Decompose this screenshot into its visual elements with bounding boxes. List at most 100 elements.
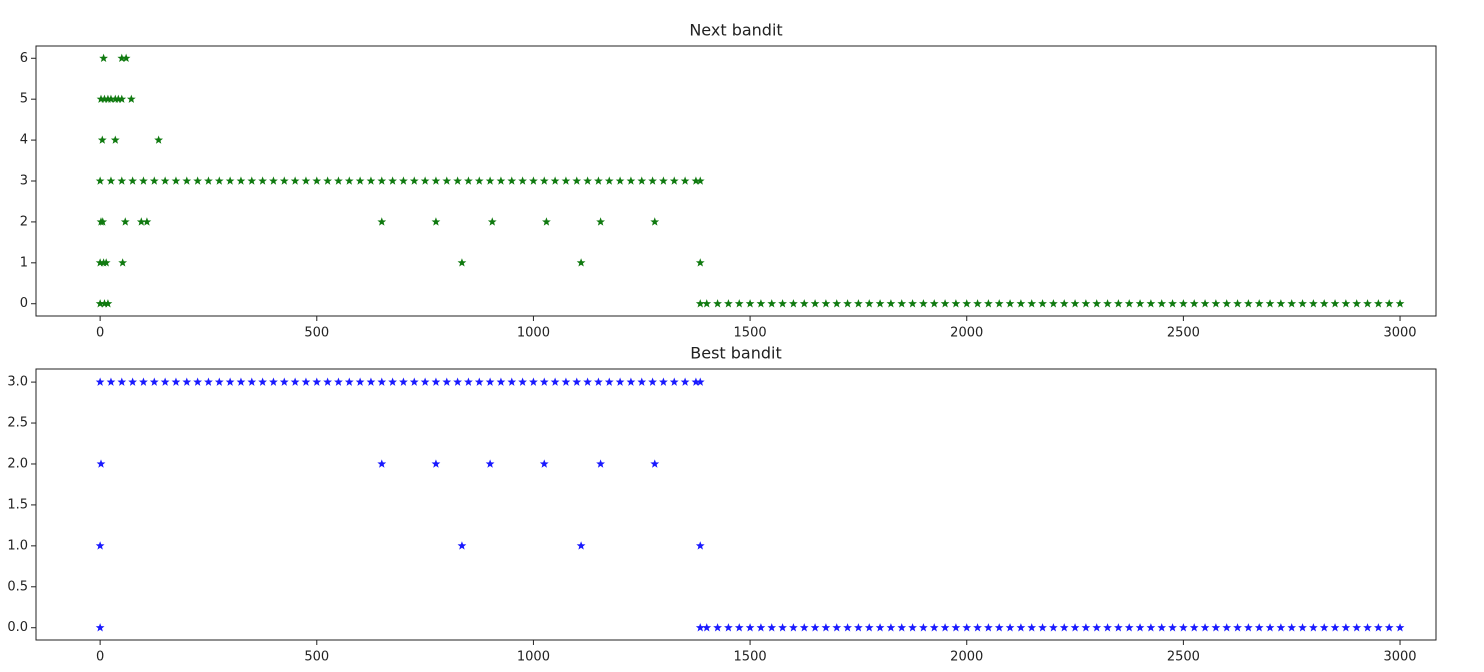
star-point — [1146, 623, 1156, 632]
star-point — [745, 299, 755, 308]
star-point — [1395, 623, 1405, 632]
star-point — [767, 299, 777, 308]
star-point — [366, 176, 376, 185]
star-point — [269, 377, 278, 386]
star-point — [1233, 623, 1242, 632]
star-point — [149, 377, 159, 386]
star-point — [1233, 299, 1242, 308]
star-point — [377, 176, 387, 185]
star-point — [139, 176, 148, 185]
star-point — [485, 377, 495, 386]
star-point — [96, 94, 106, 103]
star-point — [1179, 299, 1188, 308]
y-tick-label: 1 — [20, 255, 28, 270]
star-point — [734, 623, 744, 632]
star-point — [1189, 299, 1199, 308]
star-point — [117, 176, 127, 185]
star-point — [1081, 299, 1091, 308]
star-point — [702, 299, 712, 308]
star-point — [301, 176, 311, 185]
y-tick-label: 1.5 — [7, 497, 28, 512]
star-point — [1374, 299, 1383, 308]
star-point — [1070, 299, 1080, 308]
star-point — [940, 623, 950, 632]
star-point — [984, 299, 993, 308]
star-point — [154, 135, 163, 144]
star-point — [799, 623, 809, 632]
star-point — [695, 623, 705, 632]
star-point — [457, 541, 467, 550]
star-point — [1200, 623, 1210, 632]
star-point — [550, 176, 560, 185]
x-tick-label: 3000 — [1383, 650, 1416, 665]
star-point — [464, 377, 473, 386]
star-point — [897, 299, 907, 308]
star-point — [854, 299, 863, 308]
star-point — [344, 377, 354, 386]
star-point — [539, 459, 549, 468]
star-point — [409, 176, 419, 185]
x-tick-label: 500 — [304, 326, 329, 341]
star-point — [1363, 299, 1372, 308]
star-point — [691, 377, 701, 386]
star-point — [204, 176, 213, 185]
y-tick-label: 0 — [20, 296, 28, 311]
star-point — [680, 377, 690, 386]
star-point — [323, 176, 332, 185]
star-point — [539, 176, 549, 185]
star-point — [843, 623, 852, 632]
star-point — [485, 176, 495, 185]
star-point — [1374, 623, 1383, 632]
star-point — [767, 623, 777, 632]
x-tick-label: 1000 — [517, 326, 550, 341]
x-tick-label: 2000 — [950, 650, 983, 665]
star-point — [1005, 623, 1015, 632]
x-tick-label: 0 — [96, 650, 104, 665]
y-tick-label: 3 — [20, 174, 28, 189]
star-point — [583, 176, 592, 185]
star-point — [951, 623, 961, 632]
star-point — [594, 176, 603, 185]
star-point — [518, 176, 527, 185]
star-point — [1200, 299, 1210, 308]
star-point — [1135, 299, 1145, 308]
star-point — [99, 53, 108, 62]
star-point — [1384, 623, 1394, 632]
star-point — [650, 459, 660, 468]
star-point — [431, 217, 441, 226]
star-point — [695, 176, 705, 185]
star-point — [106, 176, 116, 185]
star-point — [236, 377, 246, 386]
star-point — [1092, 299, 1102, 308]
star-point — [583, 377, 592, 386]
star-point — [388, 377, 397, 386]
star-point — [572, 176, 582, 185]
star-point — [247, 176, 257, 185]
star-point — [269, 176, 278, 185]
star-point — [113, 94, 123, 103]
star-point — [103, 299, 113, 308]
star-point — [409, 377, 419, 386]
star-point — [724, 623, 733, 632]
star-point — [1059, 623, 1069, 632]
star-point — [1059, 299, 1069, 308]
x-tick-label: 0 — [96, 326, 104, 341]
star-point — [507, 377, 517, 386]
star-point — [854, 623, 863, 632]
x-tick-label: 1000 — [517, 650, 550, 665]
star-point — [778, 623, 787, 632]
star-point — [832, 299, 842, 308]
star-point — [1222, 623, 1232, 632]
star-point — [604, 176, 614, 185]
star-point — [95, 258, 105, 267]
star-point — [399, 176, 408, 185]
star-point — [431, 377, 441, 386]
star-point — [95, 176, 105, 185]
star-point — [487, 217, 497, 226]
x-tick-label: 2500 — [1167, 650, 1200, 665]
star-point — [529, 176, 538, 185]
star-point — [984, 623, 993, 632]
star-point — [1189, 623, 1199, 632]
x-tick-label: 3000 — [1383, 326, 1416, 341]
